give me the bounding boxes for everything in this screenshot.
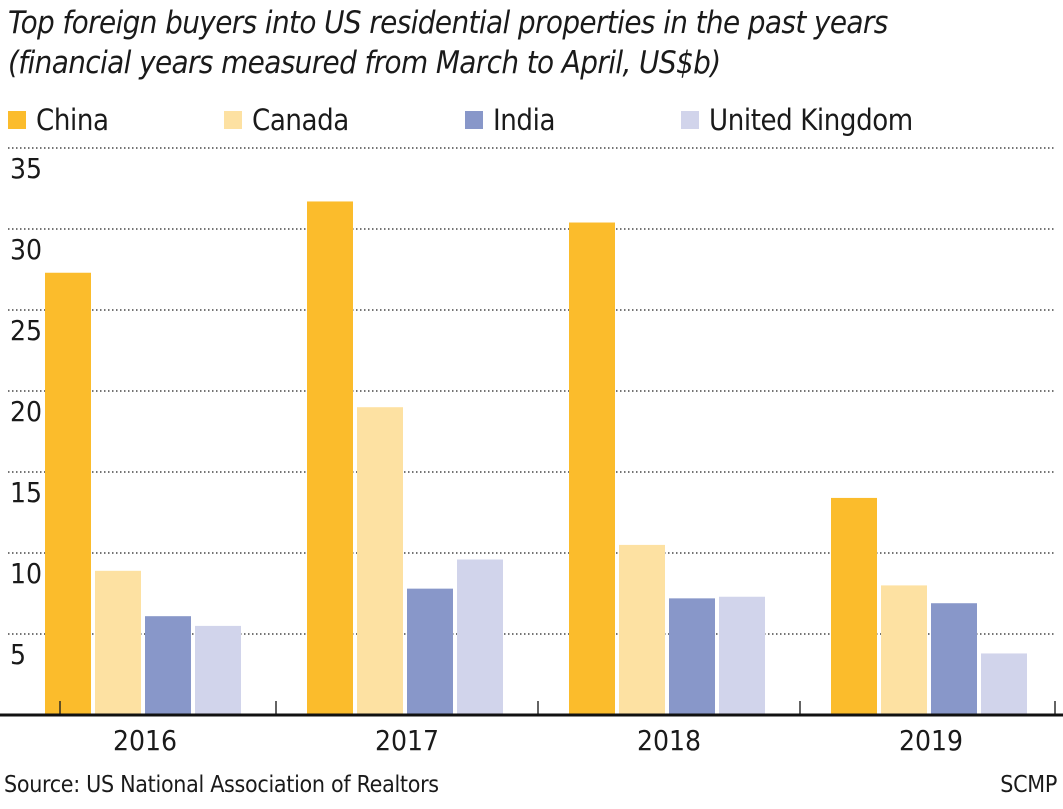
legend: China Canada India United Kingdom — [0, 102, 1063, 138]
x-tick-label-2017: 2017 — [375, 724, 439, 757]
legend-swatch-china — [8, 111, 26, 129]
bar-india-2016 — [145, 616, 191, 715]
bar-canada-2017 — [357, 407, 403, 715]
chart-title: Top foreign buyers into US residential p… — [8, 5, 888, 41]
chart-subtitle: (financial years measured from March to … — [8, 45, 721, 81]
y-tick-label-20: 20 — [10, 395, 42, 428]
y-tick-label-35: 35 — [10, 152, 42, 185]
y-tick-label-5: 5 — [10, 638, 26, 671]
bar-china-2016 — [45, 272, 91, 715]
y-tick-label-30: 30 — [10, 233, 42, 266]
legend-item-india: India — [465, 102, 555, 138]
source-note: Source: US National Association of Realt… — [4, 772, 439, 798]
bar-united-kingdom-2017 — [457, 559, 503, 715]
bar-united-kingdom-2016 — [195, 625, 241, 715]
legend-item-united-kingdom: United Kingdom — [681, 102, 913, 138]
bar-canada-2019 — [881, 585, 927, 715]
bar-china-2017 — [307, 201, 353, 715]
y-tick-label-25: 25 — [10, 314, 42, 347]
bar-china-2018 — [569, 222, 615, 715]
bar-india-2018 — [669, 598, 715, 715]
bar-china-2019 — [831, 497, 877, 715]
legend-item-canada: Canada — [224, 102, 349, 138]
legend-label-india: India — [493, 103, 556, 137]
legend-label-canada: Canada — [252, 103, 349, 137]
y-tick-label-15: 15 — [10, 476, 42, 509]
legend-swatch-india — [465, 111, 483, 129]
bar-canada-2018 — [619, 544, 665, 715]
y-tick-label-10: 10 — [10, 557, 42, 590]
legend-item-china: China — [8, 102, 109, 138]
bar-india-2019 — [931, 603, 977, 715]
legend-swatch-united-kingdom — [681, 111, 699, 129]
legend-swatch-canada — [224, 111, 242, 129]
x-tick-label-2019: 2019 — [899, 724, 963, 757]
x-tick-label-2018: 2018 — [637, 724, 701, 757]
bar-united-kingdom-2018 — [719, 596, 765, 715]
legend-label-china: China — [36, 103, 109, 137]
bar-india-2017 — [407, 588, 453, 715]
legend-label-united-kingdom: United Kingdom — [709, 103, 913, 137]
x-tick-label-2016: 2016 — [113, 724, 177, 757]
credit: SCMP — [1000, 772, 1057, 798]
bar-united-kingdom-2019 — [981, 653, 1027, 715]
bar-canada-2016 — [95, 570, 141, 715]
